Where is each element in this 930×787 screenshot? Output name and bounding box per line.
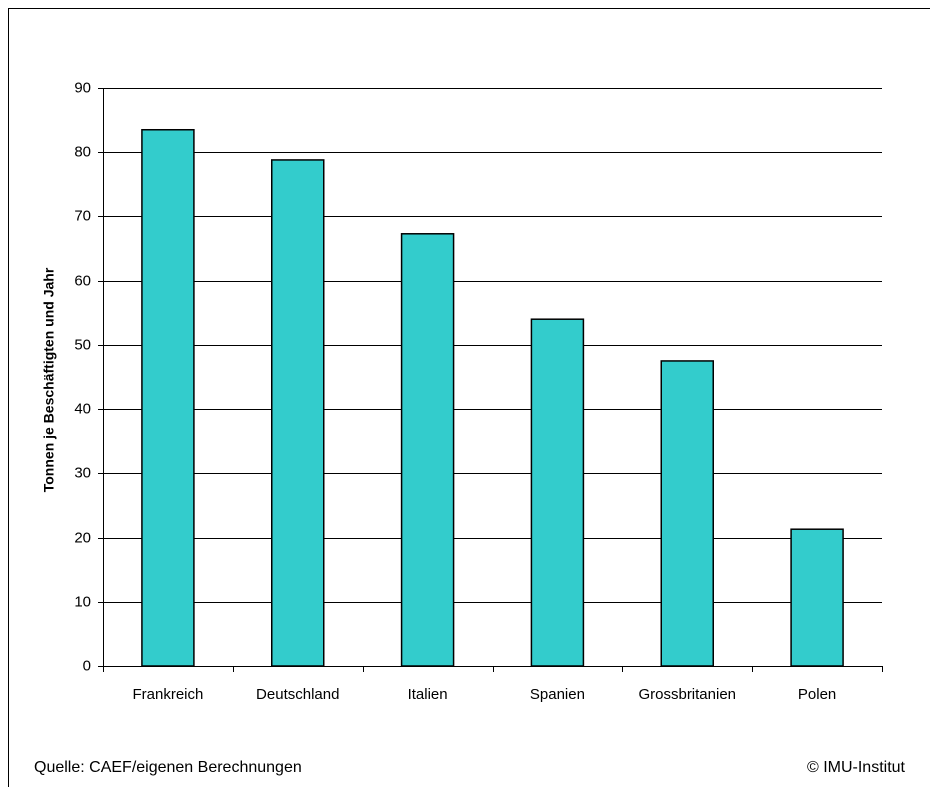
x-tick-label: Italien <box>408 686 448 703</box>
bar <box>141 128 195 667</box>
bar <box>660 360 714 667</box>
x-tick-label: Frankreich <box>132 686 203 703</box>
x-tick-label: Grossbritanien <box>638 686 736 703</box>
y-axis-label: Tonnen je Beschäftigten und Jahr <box>41 267 57 492</box>
y-tick-label: 60 <box>74 272 91 289</box>
y-tick-label: 20 <box>74 529 91 546</box>
x-tick-label: Spanien <box>530 686 585 703</box>
y-tick-label: 30 <box>74 464 91 481</box>
credit-note: © IMU-Institut <box>807 759 906 776</box>
source-note: Quelle: CAEF/eigenen Berechnungen <box>34 759 302 776</box>
y-tick-label: 50 <box>74 336 91 353</box>
frame <box>8 8 930 787</box>
x-tick-label: Deutschland <box>256 686 339 703</box>
x-tick-label: Polen <box>798 686 836 703</box>
y-tick-label: 90 <box>74 79 91 96</box>
y-tick-label: 70 <box>74 207 91 224</box>
y-tick-label: 10 <box>74 593 91 610</box>
bar <box>271 159 325 667</box>
bar <box>400 233 455 667</box>
bar <box>530 318 585 667</box>
y-tick-label: 0 <box>83 657 91 674</box>
bar <box>790 528 844 667</box>
y-tick-label: 80 <box>74 143 91 160</box>
y-tick-label: 40 <box>74 400 91 417</box>
